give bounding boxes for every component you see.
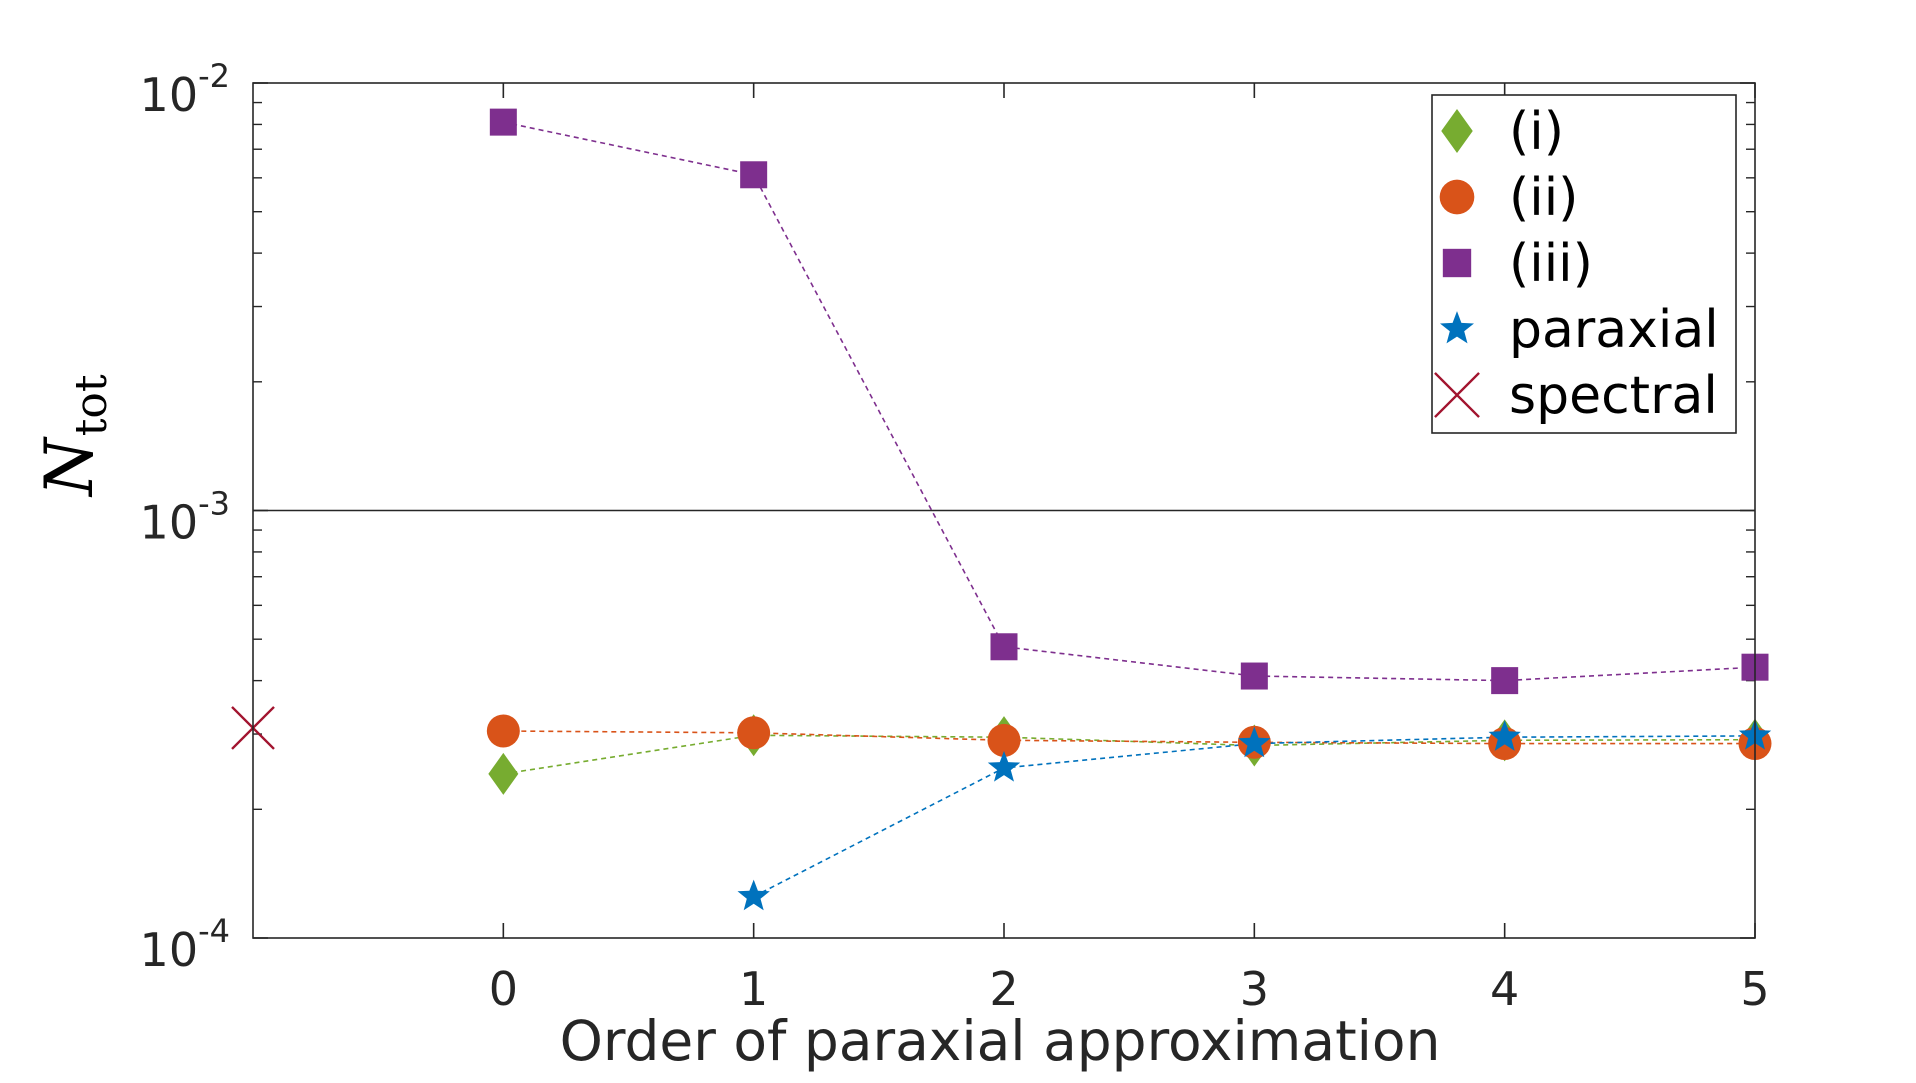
data-point-iii <box>1491 667 1519 695</box>
legend-label-spectral: spectral <box>1509 366 1718 426</box>
y-tick-exponent: -3 <box>198 485 230 523</box>
data-point-paraxial <box>1238 726 1271 758</box>
legend-box <box>1431 94 1737 434</box>
y-axis-label: Ntot <box>31 374 117 498</box>
data-point-paraxial <box>737 879 770 911</box>
y-tick-exponent: -4 <box>198 912 230 950</box>
data-point-ii <box>486 714 520 748</box>
data-point-ii <box>987 723 1021 757</box>
minor-ticks <box>253 101 1755 811</box>
y-tick-label: 10-4 <box>140 912 230 977</box>
data-point-iii <box>1240 662 1268 690</box>
legend-marker-paraxial <box>1440 311 1474 344</box>
data-point-ii <box>737 716 771 750</box>
y-tick-label: 10-3 <box>140 485 230 550</box>
y-tick-label: 10-2 <box>140 57 230 122</box>
series-line-i <box>503 734 1756 775</box>
legend-label-iii: (iii) <box>1509 234 1593 294</box>
data-point-paraxial <box>987 750 1021 782</box>
legend-marker-i <box>1441 108 1473 154</box>
x-tick-label: 0 <box>489 962 518 1016</box>
series-line-ii <box>503 730 1755 745</box>
legend-label-ii: (ii) <box>1509 168 1578 228</box>
x-tick-label: 4 <box>1490 962 1519 1016</box>
svg-text:Ntot: Ntot <box>31 374 117 498</box>
legend-label-paraxial: paraxial <box>1509 300 1719 360</box>
data-point-iii <box>489 108 517 136</box>
x-tick-label: 1 <box>739 962 768 1016</box>
x-tick-label: 2 <box>989 962 1018 1016</box>
y-tick-exponent: -2 <box>198 57 230 95</box>
legend-label-i: (i) <box>1509 102 1564 162</box>
series-line-iii <box>503 121 1756 682</box>
y-tick-base: 10 <box>140 496 199 550</box>
data-point-paraxial <box>1488 720 1521 751</box>
y-tick-base: 10 <box>140 923 199 977</box>
y-axis-label-main: N <box>31 436 108 498</box>
data-point-iii <box>740 161 768 189</box>
x-tick-label: 3 <box>1240 962 1269 1016</box>
data-point-iii <box>990 633 1018 661</box>
x-axis-ticks: 0 1 2 3 4 5 <box>489 83 1770 1016</box>
data-point-i <box>488 752 519 795</box>
x-tick-label: 5 <box>1740 962 1769 1016</box>
legend-marker-ii <box>1439 179 1475 215</box>
legend-marker-iii <box>1442 248 1472 278</box>
legend-marker-spectral <box>1434 372 1480 418</box>
x-axis-label: Order of paraxial approximation <box>560 1009 1441 1073</box>
y-axis-label-sub: tot <box>66 374 117 436</box>
y-axis-ticks: 10-210-310-4 <box>140 57 1755 977</box>
y-tick-base: 10 <box>140 68 199 122</box>
